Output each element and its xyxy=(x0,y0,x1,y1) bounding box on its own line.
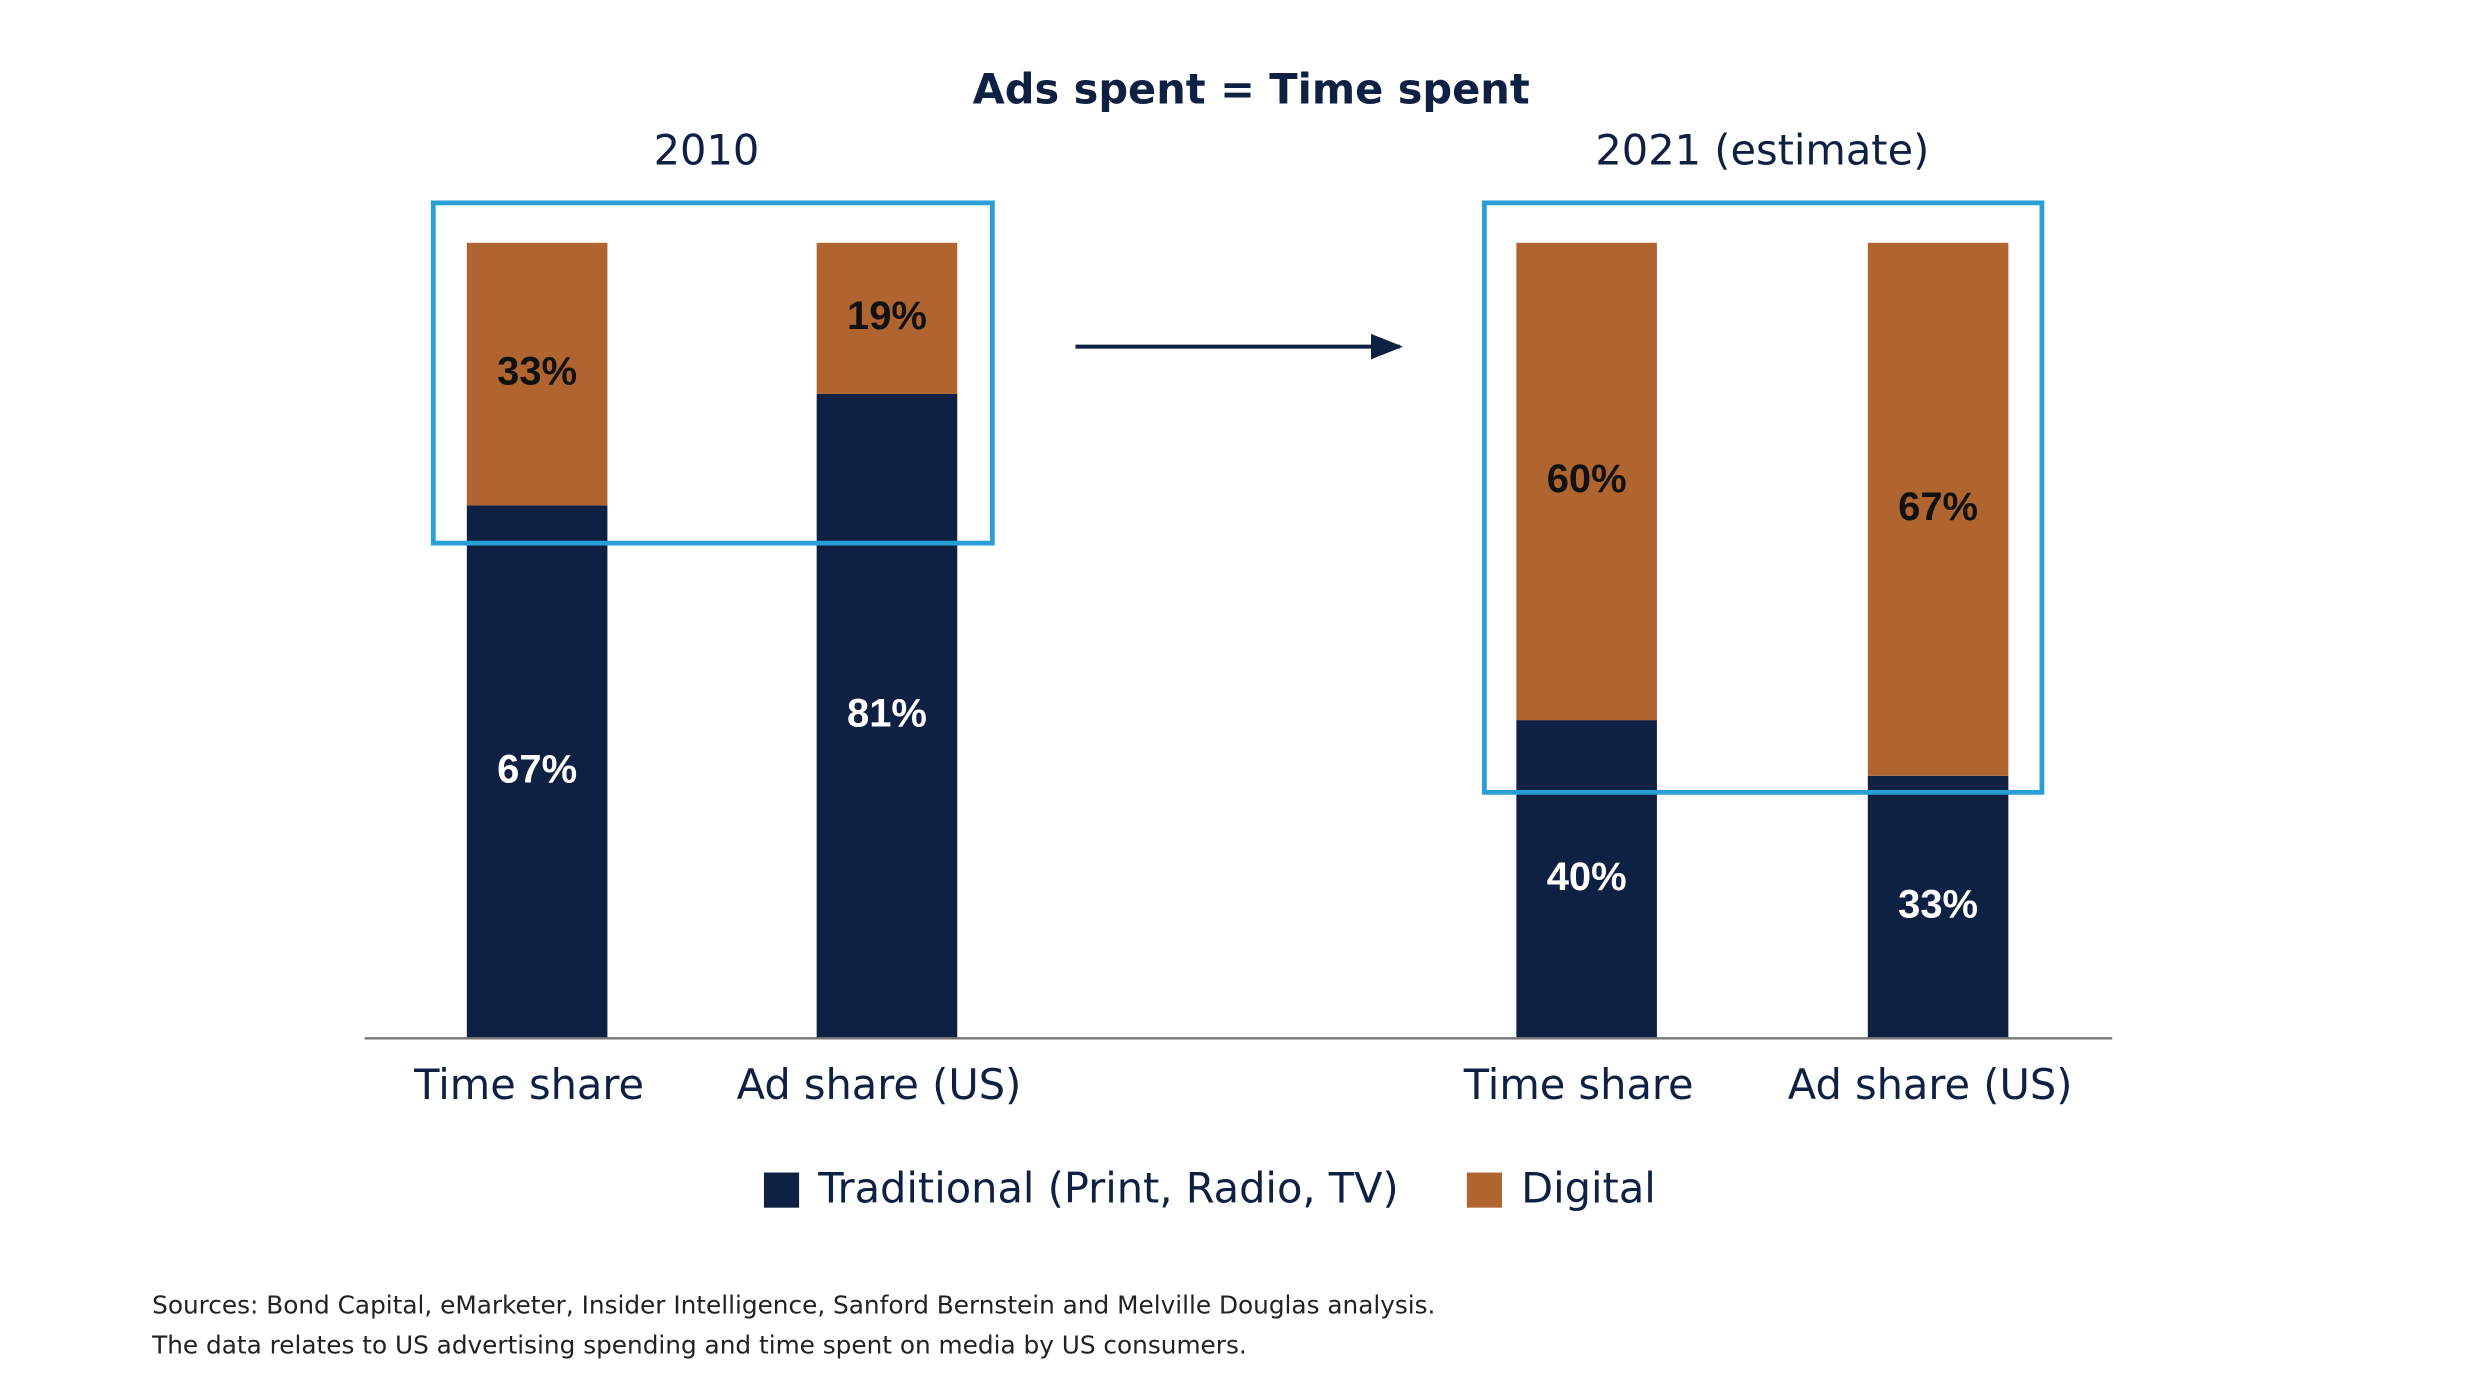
legend-label: Digital xyxy=(1521,1164,1656,1213)
group-label: 2010 xyxy=(654,125,760,174)
value-label: 33% xyxy=(497,350,577,394)
x-tick-label: Ad share (US) xyxy=(1788,1060,2073,1109)
x-tick-label: Time share xyxy=(1463,1060,1694,1109)
bar-segment xyxy=(1867,775,2009,1039)
bar-segment xyxy=(816,393,958,1039)
bars: 67% 33% 81% 19% 40% 60% 33% 67% xyxy=(466,242,2009,1039)
value-label: 67% xyxy=(1898,485,1978,529)
bar-segment xyxy=(1516,720,1657,1039)
group-label: 2021 (estimate) xyxy=(1595,125,1929,174)
bar-segment xyxy=(1867,242,2009,776)
chart-title: Ads spent = Time spent xyxy=(973,65,1530,114)
x-tick-label: Ad share (US) xyxy=(737,1060,1022,1109)
highlight-box xyxy=(430,200,995,546)
legend-label: Traditional (Print, Radio, TV) xyxy=(817,1164,1398,1213)
bar-segment xyxy=(466,242,608,506)
value-label: 81% xyxy=(847,692,927,736)
bar-segment xyxy=(816,242,958,394)
value-label: 40% xyxy=(1547,855,1627,899)
value-label: 67% xyxy=(497,747,577,791)
value-label: 33% xyxy=(1898,883,1978,927)
source-note: Sources: Bond Capital, eMarketer, Inside… xyxy=(152,1291,1435,1320)
bar-segment xyxy=(466,505,608,1039)
value-label: 19% xyxy=(847,294,927,338)
legend-swatch xyxy=(763,1172,800,1208)
source-note: The data relates to US advertising spend… xyxy=(151,1331,1247,1360)
highlight-box xyxy=(1482,200,2045,795)
legend-swatch xyxy=(1466,1172,1502,1208)
bar-segment xyxy=(1516,242,1657,721)
value-label: 60% xyxy=(1547,457,1627,501)
x-tick-label: Time share xyxy=(413,1060,644,1109)
